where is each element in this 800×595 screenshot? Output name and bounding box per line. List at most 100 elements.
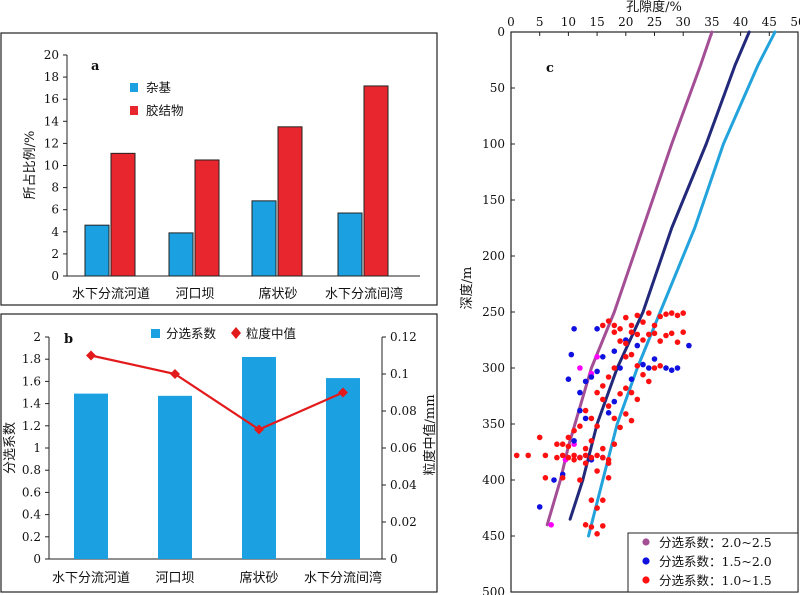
panel-c-point — [588, 524, 595, 530]
panel-b-right-tick-label: 0.02 — [390, 515, 417, 529]
panel-c-point — [600, 523, 606, 529]
panel-a-ytick-label: 6 — [51, 203, 59, 217]
panel-c-point — [577, 407, 583, 414]
panel-c-point — [611, 329, 618, 336]
panel-a-ytick-label: 14 — [44, 114, 60, 128]
panel-c-xtick-label: 35 — [704, 15, 719, 29]
panel-c-point — [551, 477, 557, 483]
panel-c-point — [605, 403, 612, 409]
panel-a-category-label: 水下分流河道 — [72, 287, 150, 302]
panel-a-yaxis: 0 2 4 6 8 10 12 14 16 18 20 — [44, 48, 67, 283]
panel-a-category-label: 水下分流间湾 — [325, 286, 403, 302]
panel-c-point — [525, 452, 531, 459]
panel-c-point — [548, 522, 554, 528]
panel-c-point — [554, 454, 560, 461]
panel-c-point — [617, 424, 623, 431]
panel-c-xtick-label: 15 — [589, 15, 604, 29]
panel-c-point — [611, 322, 618, 329]
panel-c-ytick-label: 0 — [497, 25, 505, 39]
panel-a-legend: 杂基 胶结物 — [130, 80, 184, 118]
panel-b-label: b — [64, 332, 73, 347]
panel-c-xtick-label: 25 — [647, 15, 662, 29]
panel-b-left-tick-label: 1.2 — [22, 419, 41, 433]
panel-c-point — [554, 441, 560, 448]
panel-c-point — [674, 339, 681, 346]
panel-c-legend-marker-1.5-2.0 — [642, 557, 650, 565]
panel-c-trend-curve — [587, 30, 777, 538]
panel-b-bar — [242, 356, 276, 559]
panel-c-point — [594, 368, 600, 375]
panel-c-point — [582, 378, 589, 385]
panel-c-ytick-label: 350 — [482, 417, 505, 431]
panel-c-legend-marker-2.0-2.5 — [642, 538, 650, 546]
panel-c-point — [605, 374, 612, 380]
panel-c-point — [559, 441, 566, 448]
panel-c-xtick-label: 45 — [762, 15, 777, 29]
panel-c-point — [651, 330, 658, 337]
panel-c-point — [588, 497, 595, 504]
panel-c-point — [582, 407, 589, 414]
panel-c-point — [513, 452, 520, 459]
panel-c-point — [571, 457, 577, 463]
panel-a-frame — [0, 32, 438, 306]
panel-c-point — [565, 443, 572, 450]
panel-c-yaxis: 0 50 100 150 200 250 300 350 400 450 500 — [482, 25, 515, 595]
panel-b-left-tick-label: 1.4 — [22, 397, 41, 411]
panel-c-point — [594, 452, 600, 459]
panel-c-point — [571, 438, 577, 444]
panel-c-point — [582, 522, 589, 528]
panel-c-ytick-label: 50 — [490, 81, 505, 95]
panel-b-category-label: 席状砂 — [239, 570, 278, 586]
panel-a-categories: 水下分流河道 河口坝 席状砂 水下分流间湾 — [72, 286, 403, 302]
panel-c-point — [611, 415, 618, 422]
panel-c-xtick-label: 0 — [507, 15, 515, 29]
panel-b-right-tick-label: 0 — [390, 552, 398, 566]
panel-b-legend-label-sorting: 分选系数 — [166, 326, 217, 341]
panel-a-ytick-label: 2 — [51, 247, 59, 261]
panel-c-point — [663, 311, 669, 318]
panel-c-point — [577, 423, 583, 430]
panel-b-left-tick-label: 2 — [33, 330, 41, 344]
panel-b-legend-swatch-sorting — [151, 329, 160, 338]
panel-c-xtick-label: 40 — [733, 15, 748, 29]
panel-c-ytick-label: 450 — [482, 529, 505, 543]
panel-c-point — [542, 475, 549, 481]
panel-c-point — [611, 398, 618, 405]
panel-c-point — [600, 396, 606, 403]
panel-a-bar — [337, 212, 363, 277]
panel-c-point — [600, 454, 606, 461]
panel-c-point — [559, 475, 566, 481]
panel-c-ytick-label: 250 — [482, 305, 505, 319]
panel-c-ytick-label: 100 — [482, 137, 505, 151]
panel-c-point — [668, 330, 675, 337]
panel-a-label: a — [91, 59, 100, 74]
panel-c-point — [668, 367, 675, 374]
panel-c-point — [605, 475, 612, 481]
panel-a-bar — [110, 152, 136, 277]
panel-a-bar — [84, 224, 110, 277]
panel-c-point — [651, 365, 658, 371]
panel-c-point — [640, 337, 646, 343]
panel-a-bars — [84, 85, 389, 277]
panel-a-category-label: 河口坝 — [175, 287, 214, 302]
panel-c-xtick-label: 30 — [676, 15, 691, 29]
panel-c-point — [594, 531, 600, 537]
panel-c-point — [582, 452, 589, 459]
panel-c: 0 5 10 15 20 25 30 35 40 45 50 0 50 100 150 200 250 300 3… — [459, 0, 800, 595]
panel-b-left-tick-label: 0.4 — [22, 508, 41, 522]
panel-c-point — [617, 326, 623, 332]
panel-c-point — [565, 434, 572, 441]
panel-b-bars — [74, 356, 360, 559]
panel-c-point — [582, 460, 589, 467]
panel-c-point — [623, 411, 629, 417]
panel-c-point — [680, 310, 686, 316]
panel-c-point — [542, 452, 549, 459]
panel-b-category-label: 水下分流河道 — [52, 571, 130, 586]
panel-a-legend-swatch-cement — [130, 106, 138, 115]
panel-b-median-line — [90, 354, 344, 431]
panel-b-left-tick-label: 0.6 — [22, 485, 41, 499]
panel-b-right-tick-label: 0.1 — [390, 367, 409, 381]
panel-c-curves — [545, 30, 777, 538]
panel-c-ylabel: 深度/m — [459, 267, 475, 310]
panel-b-ylabel-right: 粒度中值/mm — [422, 394, 438, 475]
